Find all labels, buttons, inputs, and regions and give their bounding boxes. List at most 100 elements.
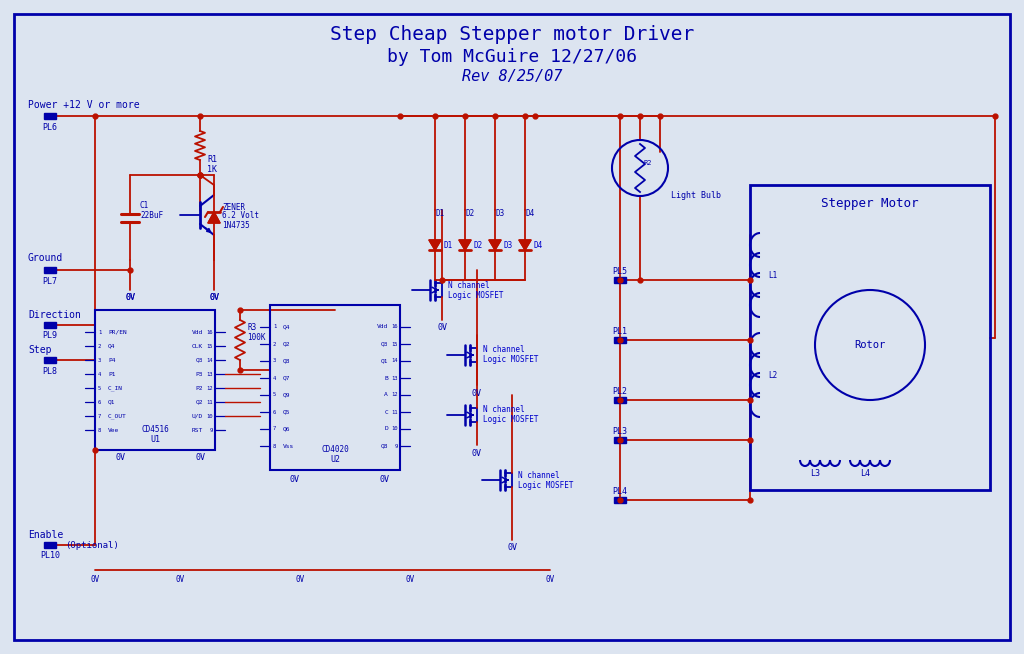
Text: 3: 3 xyxy=(273,358,276,364)
Text: 0V: 0V xyxy=(472,388,482,398)
Text: C_OUT: C_OUT xyxy=(108,413,127,419)
Text: D3: D3 xyxy=(503,241,512,249)
Text: Q2: Q2 xyxy=(283,341,291,347)
Text: 11: 11 xyxy=(391,409,398,415)
Text: 0V: 0V xyxy=(295,576,304,585)
Text: PL4: PL4 xyxy=(612,487,628,496)
Polygon shape xyxy=(489,240,501,250)
Text: 1: 1 xyxy=(98,330,101,334)
Text: PL9: PL9 xyxy=(43,332,57,341)
Text: U/D: U/D xyxy=(191,413,203,419)
Text: P2: P2 xyxy=(196,385,203,390)
Text: 0V: 0V xyxy=(437,324,447,332)
Polygon shape xyxy=(429,240,441,250)
Text: D4: D4 xyxy=(534,241,543,249)
Text: by Tom McGuire 12/27/06: by Tom McGuire 12/27/06 xyxy=(387,48,637,66)
Bar xyxy=(44,542,56,548)
Bar xyxy=(270,305,400,470)
Text: 0V: 0V xyxy=(115,453,125,462)
Text: A: A xyxy=(384,392,388,398)
Text: PL2: PL2 xyxy=(612,388,628,396)
Text: 2: 2 xyxy=(273,341,276,347)
Text: 4: 4 xyxy=(273,375,276,381)
Text: N channel: N channel xyxy=(483,405,524,415)
Text: D3: D3 xyxy=(495,209,504,218)
Text: 0V: 0V xyxy=(472,449,482,458)
Text: Q4: Q4 xyxy=(108,343,116,349)
Text: P1: P1 xyxy=(108,371,116,377)
Text: 1K: 1K xyxy=(207,165,217,173)
Text: 14: 14 xyxy=(207,358,213,362)
Text: 5: 5 xyxy=(98,385,101,390)
Bar xyxy=(614,397,626,403)
Text: 0V: 0V xyxy=(406,576,415,585)
Bar xyxy=(44,322,56,328)
Text: 11: 11 xyxy=(207,400,213,405)
Text: C: C xyxy=(384,409,388,415)
Text: Power +12 V or more: Power +12 V or more xyxy=(28,100,139,110)
Text: C1: C1 xyxy=(140,201,150,209)
Text: 0V: 0V xyxy=(209,294,219,303)
Text: 13: 13 xyxy=(391,375,398,381)
Text: 4: 4 xyxy=(98,371,101,377)
Text: 16: 16 xyxy=(391,324,398,330)
Text: Vss: Vss xyxy=(283,443,294,449)
Bar xyxy=(614,497,626,503)
Text: C_IN: C_IN xyxy=(108,385,123,391)
Bar xyxy=(44,267,56,273)
Text: 1: 1 xyxy=(273,324,276,330)
Text: L3: L3 xyxy=(810,470,820,479)
Text: 12: 12 xyxy=(391,392,398,398)
Text: Q4: Q4 xyxy=(283,324,291,330)
Text: B: B xyxy=(384,375,388,381)
Text: N channel: N channel xyxy=(449,281,489,290)
Text: D1: D1 xyxy=(443,241,453,249)
Text: D2: D2 xyxy=(465,209,474,218)
Text: PL8: PL8 xyxy=(43,366,57,375)
Text: 22BuF: 22BuF xyxy=(140,211,163,220)
Bar xyxy=(614,337,626,343)
Text: 0V: 0V xyxy=(209,294,219,303)
Text: 9: 9 xyxy=(394,443,398,449)
Text: Q3: Q3 xyxy=(196,358,203,362)
Text: Q7: Q7 xyxy=(283,375,291,381)
Text: Vdd: Vdd xyxy=(377,324,388,330)
Text: L4: L4 xyxy=(860,470,870,479)
Text: 15: 15 xyxy=(391,341,398,347)
Text: D: D xyxy=(384,426,388,432)
Text: (Optional): (Optional) xyxy=(65,540,119,549)
Bar xyxy=(44,357,56,363)
Text: N channel: N channel xyxy=(483,345,524,354)
Text: 0V: 0V xyxy=(290,475,300,485)
Text: 0V: 0V xyxy=(125,294,135,303)
Text: Enable: Enable xyxy=(28,530,63,540)
Text: 12: 12 xyxy=(207,385,213,390)
Text: Q8: Q8 xyxy=(283,358,291,364)
Text: Vee: Vee xyxy=(108,428,119,432)
Text: 2: 2 xyxy=(98,343,101,349)
Text: PL3: PL3 xyxy=(612,428,628,436)
Text: U1: U1 xyxy=(150,436,160,445)
Text: Vdd: Vdd xyxy=(191,330,203,334)
Text: Logic MOSFET: Logic MOSFET xyxy=(449,290,504,300)
Text: 100K: 100K xyxy=(247,334,265,343)
Text: Q1: Q1 xyxy=(108,400,116,405)
Text: L2: L2 xyxy=(768,371,777,379)
Text: 0V: 0V xyxy=(175,576,184,585)
Text: 10: 10 xyxy=(391,426,398,432)
Text: PL10: PL10 xyxy=(40,551,60,560)
Text: RST: RST xyxy=(191,428,203,432)
Bar xyxy=(750,185,990,490)
Text: ZENER: ZENER xyxy=(222,203,245,211)
Text: 0V: 0V xyxy=(546,576,555,585)
Text: Direction: Direction xyxy=(28,310,81,320)
Text: Logic MOSFET: Logic MOSFET xyxy=(483,415,539,424)
Text: P4: P4 xyxy=(108,358,116,362)
Text: 6: 6 xyxy=(98,400,101,405)
Text: Q1: Q1 xyxy=(381,358,388,364)
Text: 0V: 0V xyxy=(90,576,99,585)
Text: CD4020: CD4020 xyxy=(322,445,349,455)
Text: Rotor: Rotor xyxy=(854,340,886,350)
Text: 8: 8 xyxy=(98,428,101,432)
Text: 16: 16 xyxy=(207,330,213,334)
